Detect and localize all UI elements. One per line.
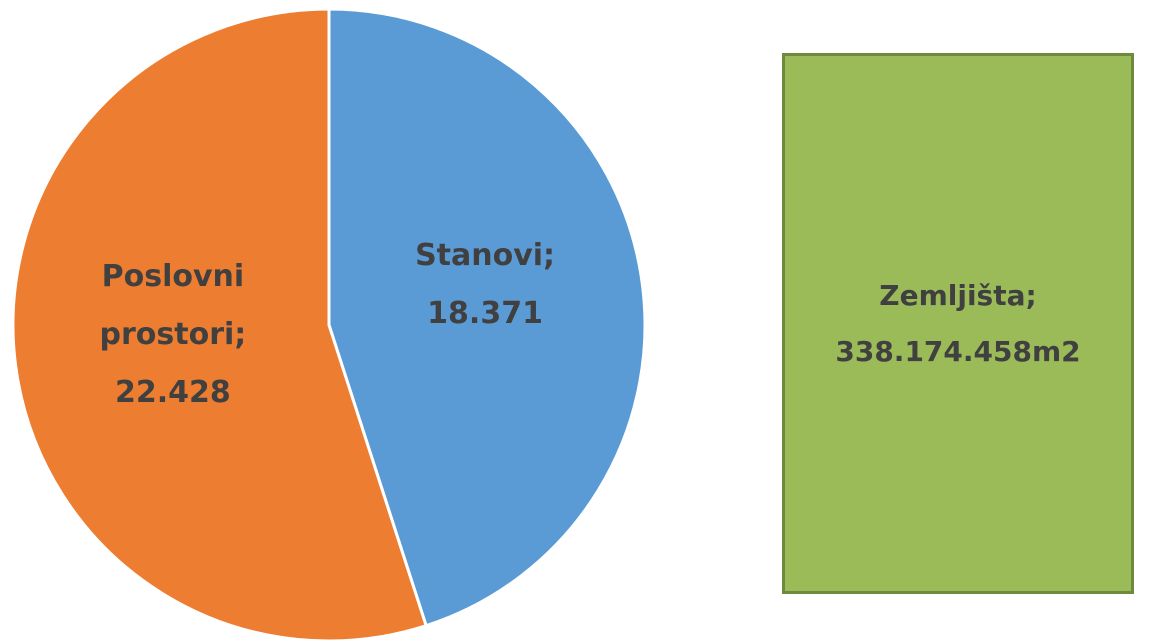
pie-slice	[11, 7, 429, 640]
annotation-line: 338.174.458m2	[835, 334, 1081, 368]
data-label-value: 22.428	[115, 374, 231, 410]
data-label: Poslovni prostori; 22.428	[58, 248, 288, 422]
data-label-value: 18.371	[427, 296, 543, 332]
annotation-box: Zemljišta; 338.174.458m2	[782, 53, 1134, 594]
data-label: Stanovi; 18.371	[370, 227, 600, 343]
data-label-category: Stanovi;	[415, 238, 556, 274]
data-label-category: Poslovni prostori;	[99, 258, 247, 352]
pie-slice	[327, 7, 647, 628]
annotation-line: Zemljišta;	[879, 278, 1037, 312]
